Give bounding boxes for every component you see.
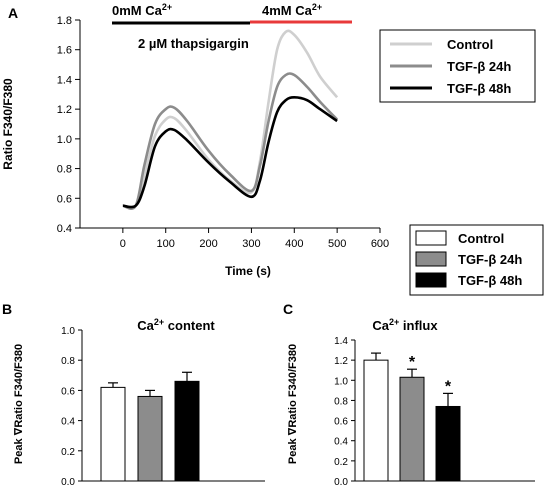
bar-y-tick-label: 1.0 — [334, 376, 348, 387]
bar-y-tick-label: 0.8 — [61, 356, 75, 367]
zero-calcium-label: 0mM Ca2+ — [112, 2, 172, 18]
bar — [363, 359, 389, 482]
line-y-tick-label: 1.4 — [57, 74, 72, 86]
panel-c-label: C — [283, 301, 293, 317]
line-chart-y-label: Ratio F340/F380 — [1, 78, 15, 170]
bar — [100, 386, 126, 482]
bar-chart-influx: 0.0 0.2 0.4 0.6 0.8 1.0 1.2 1.4 * * — [334, 336, 535, 488]
bar-y-tick-label: 0.4 — [334, 437, 348, 448]
line-y-tick-label: 0.8 — [57, 164, 72, 176]
bar-c-y-label: Peak ∇Ratio F340/F380 — [287, 344, 299, 464]
legend-bar-label: TGF-β 48h — [458, 273, 522, 288]
bar-y-tick-label: 0.6 — [61, 386, 75, 397]
line-y-tick-label: 0.4 — [57, 223, 72, 235]
line-x-tick-label: 0 — [120, 238, 126, 250]
panel-b-label: B — [2, 301, 12, 317]
bar — [399, 376, 425, 482]
line-chart-x-ticks: 0 100 200 300 400 500 600 — [120, 228, 389, 250]
line-x-tick-label: 400 — [285, 238, 303, 250]
bar-y-tick-label: 0.4 — [61, 417, 75, 428]
line-x-tick-label: 600 — [371, 238, 389, 250]
bar-b-y-label: Peak ∇Ratio F340/F380 — [13, 344, 25, 464]
legend-bar-label: TGF-β 24h — [458, 252, 522, 267]
bar-y-tick-label: 0.6 — [334, 417, 348, 428]
line-x-tick-label: 100 — [157, 238, 175, 250]
bar-y-tick-label: 1.2 — [334, 356, 348, 367]
line-y-tick-label: 1.8 — [57, 15, 72, 27]
four-mm-calcium-label: 4mM Ca2+ — [262, 2, 322, 18]
legend-line-label: TGF-β 48h — [447, 81, 511, 96]
bar-legend: Control TGF-β 24h TGF-β 48h — [409, 224, 544, 296]
line-chart-series — [122, 29, 339, 210]
bar-y-tick-label: 0.0 — [334, 477, 348, 488]
panel-c-title: Ca2+ influx — [372, 317, 438, 333]
line-y-tick-label: 1.0 — [57, 134, 72, 146]
bar-y-tick-label: 0.8 — [334, 396, 348, 407]
line-chart: 0.4 0.6 0.8 1.0 1.2 1.4 1.6 1.8 0 100 200 300 400 50… — [1, 15, 389, 278]
bar-y-tick-label: 1.0 — [61, 326, 75, 337]
line-x-tick-label: 200 — [199, 238, 217, 250]
series-tgf-24h-line — [122, 72, 339, 210]
bar — [435, 405, 461, 482]
line-y-tick-label: 1.2 — [57, 104, 72, 116]
legend-line-label: Control — [447, 37, 493, 52]
bar-chart-content: 0.0 0.2 0.4 0.6 0.8 1.0 — [61, 326, 265, 488]
legend-bar-swatch — [415, 272, 447, 288]
bar-y-tick-label: 0.2 — [61, 447, 75, 458]
legend-line-label: TGF-β 24h — [447, 59, 511, 74]
legend-bar-swatch — [415, 251, 447, 267]
panel-b-title: Ca2+ content — [137, 317, 215, 333]
significance-marker: * — [445, 378, 452, 395]
line-x-tick-label: 500 — [328, 238, 346, 250]
thapsigargin-label: 2 µM thapsigargin — [138, 36, 249, 51]
bar-y-tick-label: 0.2 — [334, 457, 348, 468]
bar — [137, 395, 163, 482]
panel-a-label: A — [8, 5, 18, 21]
line-chart-y-ticks: 0.4 0.6 0.8 1.0 1.2 1.4 1.6 1.8 — [57, 15, 80, 235]
line-legend: Control TGF-β 24h TGF-β 48h — [379, 29, 536, 103]
series-control-line — [122, 29, 339, 210]
legend-bar-swatch — [415, 230, 447, 246]
significance-marker: * — [409, 354, 416, 371]
line-y-tick-label: 0.6 — [57, 193, 72, 205]
bar-y-tick-label: 0.0 — [61, 477, 75, 488]
bar — [174, 380, 200, 482]
line-x-tick-label: 300 — [242, 238, 260, 250]
legend-bar-label: Control — [458, 231, 504, 246]
series-tgf-48h-line — [122, 95, 338, 209]
line-chart-x-label: Time (s) — [225, 264, 271, 278]
bar-y-tick-label: 1.4 — [334, 336, 348, 347]
line-y-tick-label: 1.6 — [57, 45, 72, 57]
